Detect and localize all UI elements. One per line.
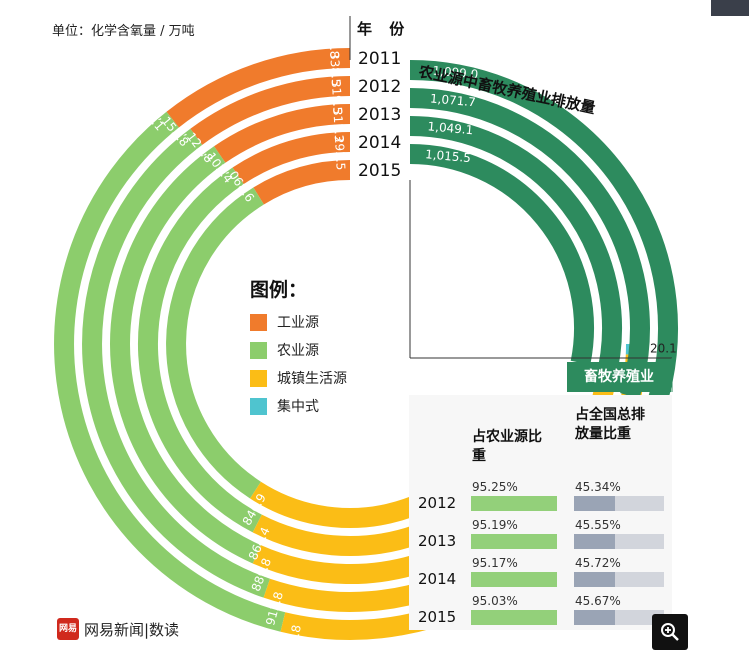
share-column-national: 占全国总排放量比重 [575, 407, 645, 442]
brand-logo: 网易 网易新闻|数读 [57, 618, 179, 640]
data-label-industrial: 311.3 [330, 108, 346, 143]
legend-swatch [250, 313, 267, 331]
livestock-data-label: 1,071.7 [429, 91, 476, 109]
share-year-label: 2015 [418, 608, 457, 626]
livestock-data-label: 1,049.1 [427, 119, 474, 137]
year-label: 2015 [358, 161, 401, 181]
share-national-bar [574, 572, 615, 587]
share-agri-value: 95.03% [472, 594, 518, 608]
zoom-in-button[interactable] [652, 614, 688, 650]
legend-swatch [250, 341, 267, 359]
brand-badge-icon: 网易 [57, 618, 79, 640]
legend: 图例： 工业源 农业源 城镇生活源 集中式 [250, 275, 347, 420]
ring-segment-agricultural [110, 146, 261, 564]
share-national-bar [574, 496, 615, 511]
ring-segment-agricultural [54, 111, 286, 632]
legend-title: 图例： [250, 279, 308, 301]
livestock-arc [409, 60, 678, 420]
data-label-industrial: 354.8 [326, 24, 342, 59]
share-panel [409, 395, 672, 630]
zoom-in-icon [661, 623, 679, 641]
legend-item-urban: 城镇生活源 [250, 364, 347, 392]
ring-segment-industrial [190, 76, 351, 145]
year-label: 2013 [358, 105, 401, 125]
brand-text: 网易新闻|数读 [84, 620, 180, 639]
legend-label: 工业源 [277, 315, 319, 331]
legend-label: 农业源 [277, 343, 319, 359]
year-label: 2011 [358, 49, 401, 69]
data-label-industrial: 338.5 [327, 52, 343, 87]
legend-label: 集中式 [277, 399, 319, 415]
legend-item-centralized: 集中式 [250, 392, 347, 420]
data-label-urban: 938.8 [284, 624, 304, 653]
ring-segment-industrial [253, 160, 351, 205]
livestock-arc [409, 116, 622, 383]
share-national-value: 45.72% [575, 556, 621, 570]
share-agri-value: 95.19% [472, 518, 518, 532]
legend-label: 城镇生活源 [277, 371, 347, 387]
ring-segment-industrial [214, 104, 351, 163]
share-national-bar [574, 610, 615, 625]
ring-segment-industrial [166, 48, 351, 128]
share-agri-bar [471, 610, 557, 625]
livestock-arc [409, 144, 594, 365]
share-year-label: 2014 [418, 570, 457, 588]
share-agri-value: 95.25% [472, 480, 518, 494]
ring-segment-industrial [232, 132, 351, 185]
legend-swatch [250, 369, 267, 387]
year-column-header: 年 份 [357, 20, 411, 38]
share-column-agri: 占农业源比重 [472, 429, 542, 464]
livestock-data-label: 1,015.5 [425, 147, 472, 165]
share-national-bar [574, 534, 615, 549]
share-panel-title: 畜牧养殖业 [567, 362, 671, 392]
data-label-industrial: 293.5 [332, 136, 348, 171]
ring-segment-agricultural [137, 167, 262, 533]
year-label: 2012 [358, 77, 401, 97]
share-national-value: 45.55% [575, 518, 621, 532]
ring-segment-agricultural [82, 128, 271, 598]
share-year-label: 2013 [418, 532, 457, 550]
ring-segment-agricultural [166, 187, 264, 499]
share-agri-bar [471, 572, 557, 587]
data-label-centralized: 20.1 [650, 342, 677, 356]
share-agri-bar [471, 534, 557, 549]
share-year-label: 2012 [418, 494, 457, 512]
share-national-value: 45.34% [575, 480, 621, 494]
year-label: 2014 [358, 133, 401, 153]
legend-swatch [250, 397, 267, 415]
legend-item-industrial: 工业源 [250, 308, 347, 336]
livestock-data-label: 1,099.0 [432, 64, 479, 82]
share-agri-value: 95.17% [472, 556, 518, 570]
livestock-arc [409, 88, 650, 399]
data-label-industrial: 319.5 [329, 80, 345, 115]
share-agri-bar [471, 496, 557, 511]
share-national-value: 45.67% [575, 594, 621, 608]
window-corner-bar [711, 0, 749, 16]
unit-label: 单位：化学含氧量 / 万吨 [52, 24, 195, 39]
legend-item-agricultural: 农业源 [250, 336, 347, 364]
